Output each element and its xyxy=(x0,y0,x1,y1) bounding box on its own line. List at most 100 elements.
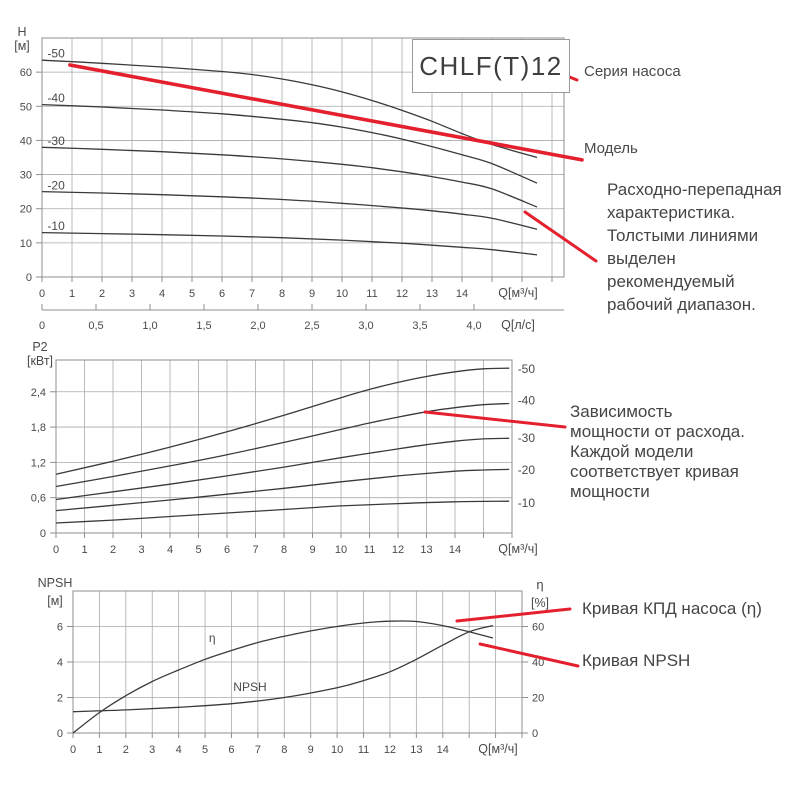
svg-text:Q[м³/ч]: Q[м³/ч] xyxy=(478,742,517,756)
svg-text:-30: -30 xyxy=(47,134,65,148)
svg-text:5: 5 xyxy=(202,744,208,756)
svg-text:14: 14 xyxy=(449,544,461,556)
svg-text:3,0: 3,0 xyxy=(358,320,373,332)
svg-text:11: 11 xyxy=(366,288,377,300)
svg-text:η: η xyxy=(536,577,543,592)
svg-text:0,6: 0,6 xyxy=(31,493,46,505)
svg-text:4: 4 xyxy=(159,288,165,300)
curve-NPSH xyxy=(72,624,494,713)
svg-text:1,5: 1,5 xyxy=(196,320,211,332)
svg-text:-20: -20 xyxy=(518,463,536,477)
svg-text:1,0: 1,0 xyxy=(142,320,157,332)
svg-text:8: 8 xyxy=(281,744,287,756)
svg-text:30: 30 xyxy=(20,170,32,182)
svg-text:40: 40 xyxy=(20,135,32,147)
svg-text:-50: -50 xyxy=(518,362,536,376)
npsh-curve-note: Кривая NPSH xyxy=(582,651,691,670)
curve-10 xyxy=(55,500,510,524)
svg-text:2,4: 2,4 xyxy=(31,387,46,399)
pointer-efficiency-note xyxy=(455,607,572,623)
svg-text:14: 14 xyxy=(437,744,449,756)
svg-text:6: 6 xyxy=(224,544,230,556)
svg-text:Q[м³/ч]: Q[м³/ч] xyxy=(498,542,537,556)
svg-text:-30: -30 xyxy=(518,431,536,445)
svg-text:-40: -40 xyxy=(518,394,536,408)
curve-50 xyxy=(55,367,510,475)
svg-text:0: 0 xyxy=(53,544,59,556)
svg-text:-10: -10 xyxy=(47,219,65,233)
power-flow-chart: 0 1 2 3 4 5 6 7 8 9 10 11 12 13 14 Q[м³/ч]00,61,21,82,4… xyxy=(27,340,538,556)
svg-text:P2: P2 xyxy=(32,340,47,354)
svg-text:0: 0 xyxy=(40,528,46,540)
svg-text:0: 0 xyxy=(57,728,63,740)
svg-text:12: 12 xyxy=(392,544,404,556)
svg-text:9: 9 xyxy=(308,744,314,756)
svg-text:-10: -10 xyxy=(518,496,536,510)
svg-text:2: 2 xyxy=(123,744,129,756)
svg-text:60: 60 xyxy=(20,67,32,79)
curve-40 xyxy=(41,103,538,184)
pointer-npsh-note xyxy=(478,642,580,668)
curve-η xyxy=(72,620,494,734)
svg-text:7: 7 xyxy=(249,288,255,300)
svg-text:1: 1 xyxy=(81,544,87,556)
svg-text:3: 3 xyxy=(129,288,135,300)
svg-text:0: 0 xyxy=(39,320,45,332)
svg-text:20: 20 xyxy=(20,204,32,216)
svg-text:3,5: 3,5 xyxy=(412,320,427,332)
svg-text:NPSH: NPSH xyxy=(38,576,73,590)
svg-text:4: 4 xyxy=(176,744,182,756)
svg-text:9: 9 xyxy=(309,288,315,300)
curve-30 xyxy=(55,437,510,501)
svg-text:-50: -50 xyxy=(47,46,65,60)
svg-text:6: 6 xyxy=(57,622,63,634)
svg-text:0: 0 xyxy=(70,744,76,756)
npsh-efficiency-chart: 0 1 2 3 4 5 6 7 8 9 10 11 12 13 14 Q[м³/ч]0246NPSH[м]02… xyxy=(38,576,549,756)
svg-text:[%]: [%] xyxy=(531,596,549,610)
svg-text:7: 7 xyxy=(252,544,258,556)
svg-text:0: 0 xyxy=(26,272,32,284)
svg-text:5: 5 xyxy=(189,288,195,300)
recommended-range-line xyxy=(68,63,584,162)
curve-50 xyxy=(41,59,538,159)
svg-text:11: 11 xyxy=(358,744,369,756)
svg-text:4: 4 xyxy=(57,657,63,669)
efficiency-note: Кривая КПД насоса (η) xyxy=(582,599,762,618)
svg-text:7: 7 xyxy=(255,744,261,756)
svg-text:5: 5 xyxy=(195,544,201,556)
svg-text:H: H xyxy=(17,25,26,39)
svg-text:1,8: 1,8 xyxy=(31,422,46,434)
svg-text:1: 1 xyxy=(96,744,102,756)
svg-text:20: 20 xyxy=(532,693,544,705)
svg-text:10: 10 xyxy=(335,544,347,556)
svg-text:3: 3 xyxy=(149,744,155,756)
svg-text:60: 60 xyxy=(532,622,544,634)
svg-text:[м]: [м] xyxy=(47,594,63,608)
svg-text:50: 50 xyxy=(20,101,32,113)
svg-text:10: 10 xyxy=(331,744,343,756)
pointer-flow-note xyxy=(523,210,598,263)
curve-20 xyxy=(41,190,538,230)
svg-text:1,2: 1,2 xyxy=(31,457,46,469)
svg-text:14: 14 xyxy=(456,288,468,300)
svg-text:[кВт]: [кВт] xyxy=(27,354,53,368)
pump-series-box: CHLF(T)12 xyxy=(412,39,570,93)
svg-text:Q[л/с]: Q[л/с] xyxy=(501,318,535,332)
curve-10 xyxy=(41,231,538,256)
svg-text:13: 13 xyxy=(420,544,432,556)
curve-20 xyxy=(55,468,510,512)
svg-text:[м]: [м] xyxy=(14,39,30,53)
svg-text:Q[м³/ч]: Q[м³/ч] xyxy=(498,286,537,300)
svg-text:12: 12 xyxy=(396,288,408,300)
curve-30 xyxy=(41,146,538,208)
flow-head-note: Расходно-перепадная характеристика. Толс… xyxy=(607,180,782,314)
svg-text:2: 2 xyxy=(110,544,116,556)
svg-text:40: 40 xyxy=(532,657,544,669)
svg-text:-20: -20 xyxy=(47,179,65,193)
svg-text:2: 2 xyxy=(57,693,63,705)
svg-text:11: 11 xyxy=(364,544,375,556)
svg-text:12: 12 xyxy=(384,744,396,756)
svg-text:0,5: 0,5 xyxy=(88,320,103,332)
